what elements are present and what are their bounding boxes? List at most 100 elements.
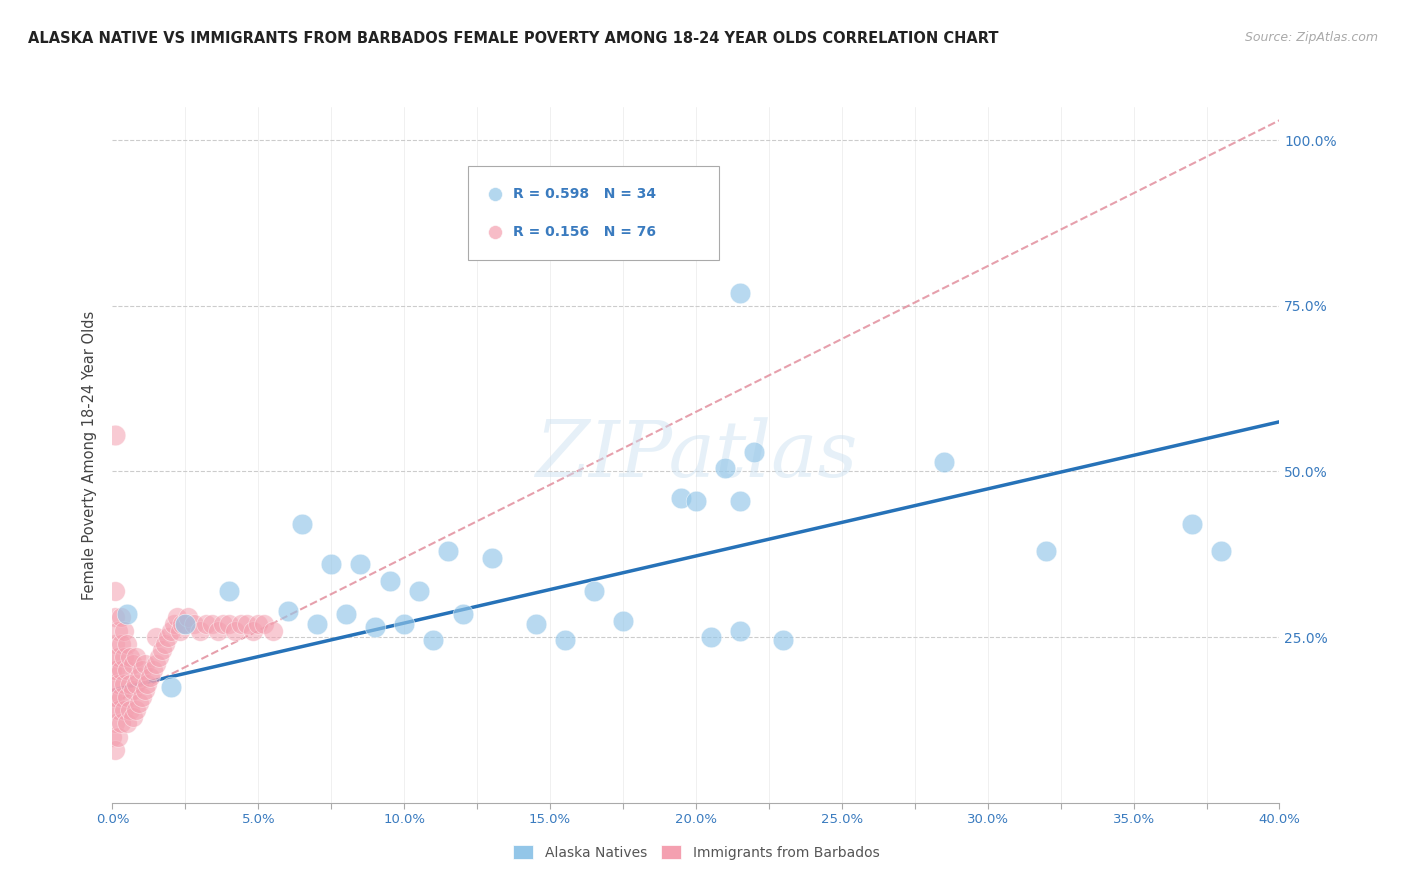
Point bbox=[481, 550, 503, 565]
Point bbox=[104, 743, 127, 757]
Point bbox=[145, 630, 167, 644]
Point bbox=[671, 491, 693, 505]
Point bbox=[172, 616, 194, 631]
Point bbox=[194, 616, 217, 631]
Point bbox=[728, 624, 751, 638]
Point bbox=[153, 637, 176, 651]
Text: Source: ZipAtlas.com: Source: ZipAtlas.com bbox=[1244, 31, 1378, 45]
Point bbox=[110, 610, 132, 624]
Point bbox=[932, 454, 955, 468]
Point bbox=[183, 616, 205, 631]
Point bbox=[218, 583, 240, 598]
Point bbox=[1209, 544, 1232, 558]
Point bbox=[118, 703, 141, 717]
Point bbox=[104, 610, 127, 624]
Point bbox=[714, 461, 737, 475]
Point bbox=[378, 574, 401, 588]
Point bbox=[160, 624, 183, 638]
Point bbox=[107, 624, 129, 638]
Legend: Alaska Natives, Immigrants from Barbados: Alaska Natives, Immigrants from Barbados bbox=[508, 839, 884, 865]
Point bbox=[247, 616, 270, 631]
Point bbox=[107, 730, 129, 744]
Point bbox=[229, 616, 252, 631]
Point bbox=[134, 683, 156, 698]
Point bbox=[115, 716, 138, 731]
Point bbox=[112, 650, 135, 665]
Point bbox=[122, 709, 145, 723]
Point bbox=[115, 637, 138, 651]
Point bbox=[212, 616, 235, 631]
Point bbox=[145, 657, 167, 671]
Point bbox=[131, 663, 153, 677]
Point bbox=[291, 517, 314, 532]
Point bbox=[242, 624, 264, 638]
Point bbox=[408, 583, 430, 598]
Point bbox=[772, 633, 794, 648]
Point bbox=[524, 616, 547, 631]
Point bbox=[394, 616, 416, 631]
Point bbox=[139, 670, 162, 684]
Point bbox=[107, 703, 129, 717]
Point bbox=[131, 690, 153, 704]
Point bbox=[554, 633, 576, 648]
Point bbox=[728, 285, 751, 300]
Point bbox=[207, 624, 229, 638]
Point bbox=[163, 616, 186, 631]
Point bbox=[699, 630, 721, 644]
Point bbox=[422, 633, 444, 648]
FancyBboxPatch shape bbox=[468, 166, 720, 260]
Point bbox=[451, 607, 474, 621]
Point bbox=[122, 683, 145, 698]
Point bbox=[742, 444, 765, 458]
Point bbox=[148, 650, 170, 665]
Point bbox=[107, 676, 129, 690]
Point bbox=[305, 616, 328, 631]
Point bbox=[253, 616, 276, 631]
Point bbox=[115, 663, 138, 677]
Point bbox=[136, 676, 159, 690]
Point bbox=[218, 616, 240, 631]
Point bbox=[122, 657, 145, 671]
Point bbox=[104, 637, 127, 651]
Point bbox=[321, 558, 343, 572]
Point bbox=[110, 663, 132, 677]
Point bbox=[125, 703, 148, 717]
Text: ALASKA NATIVE VS IMMIGRANTS FROM BARBADOS FEMALE POVERTY AMONG 18-24 YEAR OLDS C: ALASKA NATIVE VS IMMIGRANTS FROM BARBADO… bbox=[28, 31, 998, 46]
Point bbox=[1035, 544, 1057, 558]
Point bbox=[174, 616, 197, 631]
Point bbox=[118, 650, 141, 665]
Point bbox=[104, 690, 127, 704]
Point bbox=[156, 630, 179, 644]
Point bbox=[101, 650, 124, 665]
Point bbox=[177, 610, 200, 624]
Point bbox=[101, 690, 124, 704]
Text: R = 0.598   N = 34: R = 0.598 N = 34 bbox=[513, 187, 655, 201]
Point bbox=[349, 558, 371, 572]
Point bbox=[107, 650, 129, 665]
Point bbox=[262, 624, 284, 638]
Point bbox=[582, 583, 605, 598]
Point bbox=[160, 680, 183, 694]
Point bbox=[101, 663, 124, 677]
Point bbox=[101, 730, 124, 744]
Point bbox=[364, 620, 387, 634]
Point bbox=[224, 624, 246, 638]
Point bbox=[115, 690, 138, 704]
Point bbox=[118, 676, 141, 690]
Point bbox=[101, 703, 124, 717]
Point bbox=[685, 494, 707, 508]
Point bbox=[104, 428, 127, 442]
Point bbox=[335, 607, 357, 621]
Point bbox=[201, 616, 224, 631]
Point bbox=[112, 676, 135, 690]
Point bbox=[110, 637, 132, 651]
Point bbox=[134, 657, 156, 671]
Point bbox=[101, 676, 124, 690]
Point bbox=[104, 716, 127, 731]
Point bbox=[112, 624, 135, 638]
Point bbox=[110, 690, 132, 704]
Point bbox=[112, 703, 135, 717]
Point bbox=[612, 614, 634, 628]
Point bbox=[150, 643, 173, 657]
Point bbox=[128, 697, 150, 711]
